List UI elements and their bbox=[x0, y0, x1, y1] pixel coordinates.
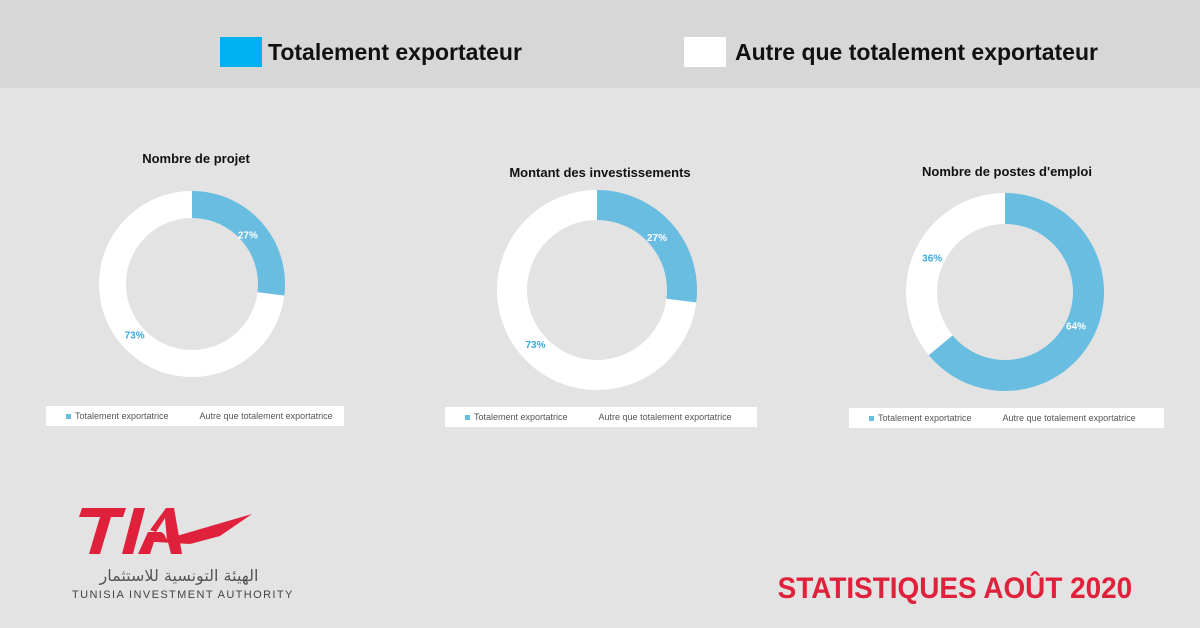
data-label: 36% bbox=[922, 254, 942, 265]
chart-legend-item: Totalement exportatrice bbox=[465, 412, 568, 422]
data-label: 27% bbox=[238, 231, 258, 242]
chart-legend-item: Autre que totalement exportatrice bbox=[190, 411, 333, 421]
top-legend-bar: Totalement exportateur Autre que totalem… bbox=[0, 0, 1200, 88]
donut-chart-emplois: 64% 36% bbox=[906, 193, 1104, 391]
donut-chart-investissements: 27% 73% bbox=[497, 190, 697, 390]
legend-square bbox=[993, 415, 999, 421]
legend-square bbox=[869, 415, 874, 421]
chart-legend-label: Autre que totalement exportatrice bbox=[1002, 413, 1136, 423]
legend-square bbox=[589, 414, 595, 420]
donut-slice-autre bbox=[497, 190, 697, 390]
chart-legend-item: Totalement exportatrice bbox=[66, 411, 169, 421]
chart-legend-label: Autre que totalement exportatrice bbox=[199, 411, 333, 421]
legend-square bbox=[66, 413, 71, 419]
legend-square bbox=[465, 414, 470, 420]
chart-legend-item: Autre que totalement exportatrice bbox=[589, 412, 732, 422]
legend-label: Totalement exportateur bbox=[268, 38, 522, 65]
legend-item-totalement: Totalement exportateur bbox=[220, 37, 522, 67]
chart-legend-label: Totalement exportatrice bbox=[75, 411, 169, 421]
legend-swatch-blue bbox=[220, 37, 262, 67]
legend-swatch-white bbox=[684, 37, 726, 67]
legend-item-autre: Autre que totalement exportateur bbox=[684, 37, 1098, 67]
legend-label: Autre que totalement exportateur bbox=[735, 38, 1098, 65]
chart-legend-item: Totalement exportatrice bbox=[869, 413, 972, 423]
chart-legend-label: Totalement exportatrice bbox=[474, 412, 568, 422]
donut-slice-totalement bbox=[597, 190, 697, 303]
chart-legend: Totalement exportatrice Autre que totale… bbox=[849, 408, 1164, 428]
donut-slice-totalement bbox=[928, 193, 1104, 391]
donut-chart-projets: 27% 73% bbox=[99, 191, 285, 377]
tia-logo: الهيئة التونسية للاستثمار TUNISIA INVEST… bbox=[70, 500, 300, 610]
data-label: 27% bbox=[647, 233, 667, 244]
data-label: 64% bbox=[1066, 321, 1086, 332]
donut-slice-autre bbox=[906, 193, 1005, 356]
chart-title: Nombre de projet bbox=[142, 151, 250, 166]
chart-legend-label: Autre que totalement exportatrice bbox=[598, 412, 732, 422]
chart-legend: Totalement exportatrice Autre que totale… bbox=[46, 406, 344, 426]
tia-logo-mark bbox=[79, 508, 252, 554]
logo-english-text: TUNISIA INVESTMENT AUTHORITY bbox=[72, 589, 294, 601]
chart-title: Montant des investissements bbox=[509, 165, 691, 180]
chart-title: Nombre de postes d'emploi bbox=[922, 164, 1092, 179]
chart-legend-label: Totalement exportatrice bbox=[878, 413, 972, 423]
chart-legend-item: Autre que totalement exportatrice bbox=[993, 413, 1136, 423]
data-label: 73% bbox=[125, 331, 145, 342]
legend-square bbox=[190, 413, 196, 419]
data-label: 73% bbox=[525, 340, 545, 351]
statistics-title: STATISTIQUES AOÛT 2020 bbox=[777, 572, 1132, 605]
logo-arabic-text: الهيئة التونسية للاستثمار bbox=[99, 566, 259, 585]
donut-slice-totalement bbox=[192, 191, 285, 296]
chart-legend: Totalement exportatrice Autre que totale… bbox=[445, 407, 757, 427]
